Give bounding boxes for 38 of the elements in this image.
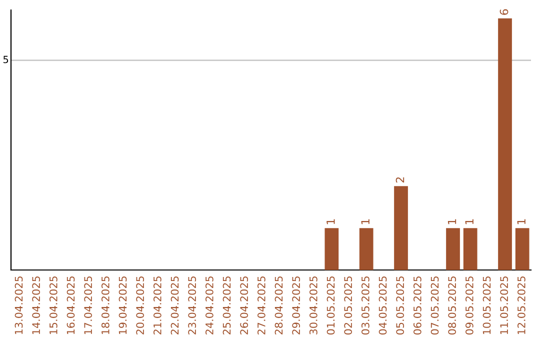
x-tick-label: 26.04.2025 [240, 276, 248, 334]
x-tick-label: 29.04.2025 [292, 276, 300, 334]
x-tick-label: 14.04.2025 [32, 276, 40, 334]
data-label: 1 [448, 219, 456, 224]
x-tick-label: 22.04.2025 [170, 276, 179, 334]
x-tick-label: 28.04.2025 [274, 276, 283, 334]
x-tick-label: 17.04.2025 [84, 276, 92, 334]
x-tick-label: 09.05.2025 [465, 276, 474, 335]
x-tick-label: 21.04.2025 [153, 276, 162, 334]
x-tick-label: 20.04.2025 [136, 276, 144, 334]
x-tick-label: 30.04.2025 [309, 276, 318, 334]
x-tick-label: 15.04.2025 [49, 276, 58, 334]
x-tick-label: 08.05.2025 [448, 276, 456, 335]
x-tick-label: 18.04.2025 [101, 276, 110, 334]
data-label: 2 [396, 177, 404, 183]
x-tick-label: 10.05.2025 [482, 276, 491, 334]
x-tick-label: 24.04.2025 [205, 276, 214, 334]
x-tick-label: 04.05.2025 [378, 276, 387, 335]
x-tick-label: 01.05.2025 [326, 276, 335, 335]
data-label: 1 [361, 219, 370, 224]
x-tick-label: 16.04.2025 [66, 276, 75, 334]
x-tick-label: 12.05.2025 [517, 276, 526, 334]
x-tick-label: 07.05.2025 [430, 276, 439, 335]
ref-line-label: 5 [3, 56, 8, 64]
x-tick-label: 13.04.2025 [14, 276, 23, 334]
x-tick-label: 11.05.2025 [500, 276, 508, 334]
data-label: 1 [326, 219, 335, 224]
data-label: 1 [465, 219, 474, 224]
x-tick-label: 19.04.2025 [118, 276, 127, 334]
x-tick-label: 05.05.2025 [396, 276, 404, 335]
x-tick-label: 25.04.2025 [222, 276, 231, 334]
x-tick-label: 23.04.2025 [188, 276, 196, 334]
data-label: 6 [500, 9, 508, 15]
x-tick-label: 06.05.2025 [413, 276, 422, 335]
x-tick-label: 02.05.2025 [344, 276, 352, 335]
data-label: 1 [517, 219, 526, 224]
x-tick-label: 27.04.2025 [257, 276, 266, 334]
x-tick-label: 03.05.2025 [361, 276, 370, 335]
